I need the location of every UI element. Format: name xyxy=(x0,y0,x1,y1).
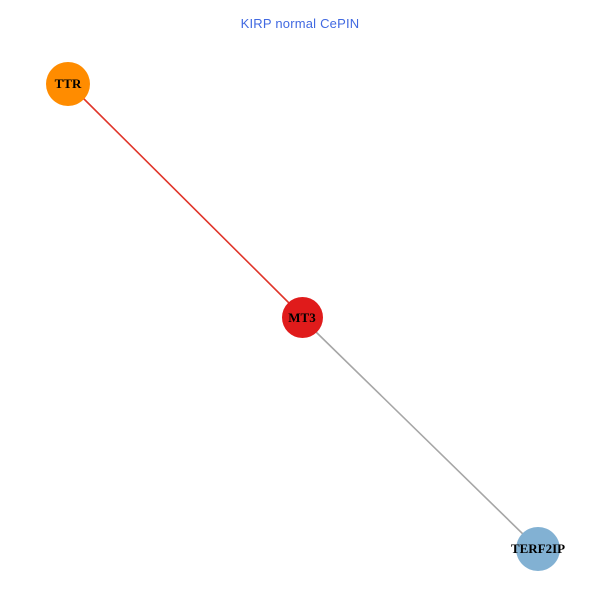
edge-mt3-terf2ip[interactable] xyxy=(314,330,528,539)
node-ttr[interactable] xyxy=(46,62,90,106)
page-title: KIRP normal CePIN xyxy=(240,16,360,31)
node-mt3[interactable] xyxy=(282,297,323,338)
node-terf2ip[interactable] xyxy=(516,527,560,571)
edge-ttr-mt3[interactable] xyxy=(81,96,293,307)
